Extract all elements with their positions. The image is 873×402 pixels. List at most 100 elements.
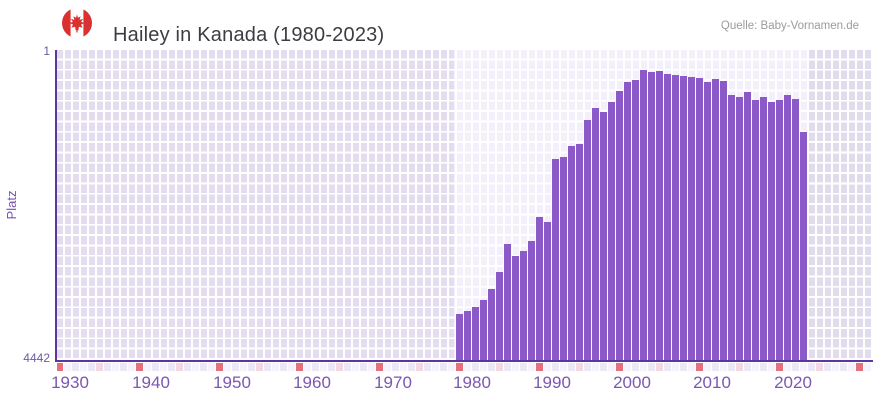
year-cell-2009 [688, 363, 695, 371]
year-cell-1932 [72, 363, 79, 371]
bar-2023[interactable] [800, 132, 807, 360]
bar-2016[interactable] [744, 91, 751, 360]
year-cell-1947 [192, 363, 199, 371]
year-cell-1962 [312, 363, 319, 371]
bar-2001[interactable] [624, 81, 631, 360]
bar-1980[interactable] [456, 314, 463, 360]
x-tick-1980: 1980 [453, 373, 491, 392]
bar-2005[interactable] [656, 70, 663, 360]
decade-mark-2010 [696, 363, 703, 371]
year-cell-1966 [344, 363, 351, 371]
x-tick-1970: 1970 [374, 373, 412, 392]
x-tick-2020: 2020 [774, 373, 812, 392]
year-cell-1979 [448, 363, 455, 371]
bar-2011[interactable] [704, 81, 711, 360]
x-axis-line [55, 360, 873, 362]
year-cell-1999 [608, 363, 615, 371]
year-cell-1964 [328, 363, 335, 371]
x-tick-1950: 1950 [213, 373, 251, 392]
bar-1987[interactable] [512, 256, 519, 360]
bar-2014[interactable] [728, 94, 735, 360]
bar-1999[interactable] [608, 101, 615, 360]
year-cell-2022 [792, 363, 799, 371]
bar-1995[interactable] [576, 143, 583, 360]
bar-2006[interactable] [664, 73, 671, 360]
bar-2004[interactable] [648, 71, 655, 360]
bar-2012[interactable] [712, 78, 719, 360]
year-cell-1995 [576, 363, 583, 371]
year-cell-1981 [464, 363, 471, 371]
bar-1993[interactable] [560, 156, 567, 360]
bar-1985[interactable] [496, 272, 503, 360]
y-axis-top-tick: 1 [43, 44, 50, 58]
decade-mark-1940 [136, 363, 143, 371]
bar-1992[interactable] [552, 158, 559, 360]
year-cell-2014 [728, 363, 735, 371]
bar-2000[interactable] [616, 90, 623, 360]
year-cell-1944 [168, 363, 175, 371]
year-cell-1943 [160, 363, 167, 371]
year-cell-2027 [832, 363, 839, 371]
year-cell-1985 [496, 363, 503, 371]
year-cell-1938 [120, 363, 127, 371]
bar-2003[interactable] [640, 69, 647, 360]
bar-1982[interactable] [472, 307, 479, 360]
decade-mark-2030 [856, 363, 863, 371]
year-cell-1948 [200, 363, 207, 371]
bar-1986[interactable] [504, 244, 511, 360]
bar-1981[interactable] [464, 311, 471, 360]
year-cell-2001 [624, 363, 631, 371]
bar-2020[interactable] [776, 100, 783, 360]
year-cell-2023 [800, 363, 807, 371]
bar-2007[interactable] [672, 74, 679, 360]
year-cell-2004 [648, 363, 655, 371]
year-cell-2016 [744, 363, 751, 371]
year-cell-1965 [336, 363, 343, 371]
year-cell-1939 [128, 363, 135, 371]
bar-2010[interactable] [696, 77, 703, 360]
bar-1988[interactable] [520, 251, 527, 360]
source-credit[interactable]: Quelle: Baby-Vornamen.de [720, 20, 859, 32]
bar-2002[interactable] [632, 79, 639, 360]
year-cell-1952 [232, 363, 239, 371]
year-cell-2008 [680, 363, 687, 371]
year-cell-1971 [384, 363, 391, 371]
bars-layer [57, 50, 873, 360]
year-cell-1988 [520, 363, 527, 371]
year-cell-2015 [736, 363, 743, 371]
bar-1990[interactable] [536, 217, 543, 360]
decade-mark-2020 [776, 363, 783, 371]
year-cell-2012 [712, 363, 719, 371]
year-cell-1982 [472, 363, 479, 371]
bar-1997[interactable] [592, 107, 599, 360]
bar-1983[interactable] [480, 300, 487, 360]
decade-mark-1960 [296, 363, 303, 371]
bar-1994[interactable] [568, 145, 575, 360]
bar-2017[interactable] [752, 99, 759, 360]
y-axis-line [55, 50, 57, 362]
decade-marker-strip [57, 363, 873, 371]
bar-1998[interactable] [600, 111, 607, 360]
bar-2013[interactable] [720, 80, 727, 360]
bar-1984[interactable] [488, 289, 495, 360]
year-cell-1936 [104, 363, 111, 371]
year-cell-1978 [440, 363, 447, 371]
decade-mark-1980 [456, 363, 463, 371]
year-cell-1949 [208, 363, 215, 371]
year-cell-1984 [488, 363, 495, 371]
year-cell-2031 [864, 363, 871, 371]
year-cell-1945 [176, 363, 183, 371]
bar-1989[interactable] [528, 241, 535, 360]
bar-1991[interactable] [544, 221, 551, 360]
bar-2021[interactable] [784, 94, 791, 360]
bar-2009[interactable] [688, 76, 695, 360]
bar-2015[interactable] [736, 97, 743, 360]
year-cell-1972 [392, 363, 399, 371]
year-cell-1956 [264, 363, 271, 371]
bar-2008[interactable] [680, 75, 687, 360]
bar-2018[interactable] [760, 97, 767, 360]
bar-1996[interactable] [584, 119, 591, 360]
bar-2022[interactable] [792, 98, 799, 360]
bar-2019[interactable] [768, 102, 775, 360]
